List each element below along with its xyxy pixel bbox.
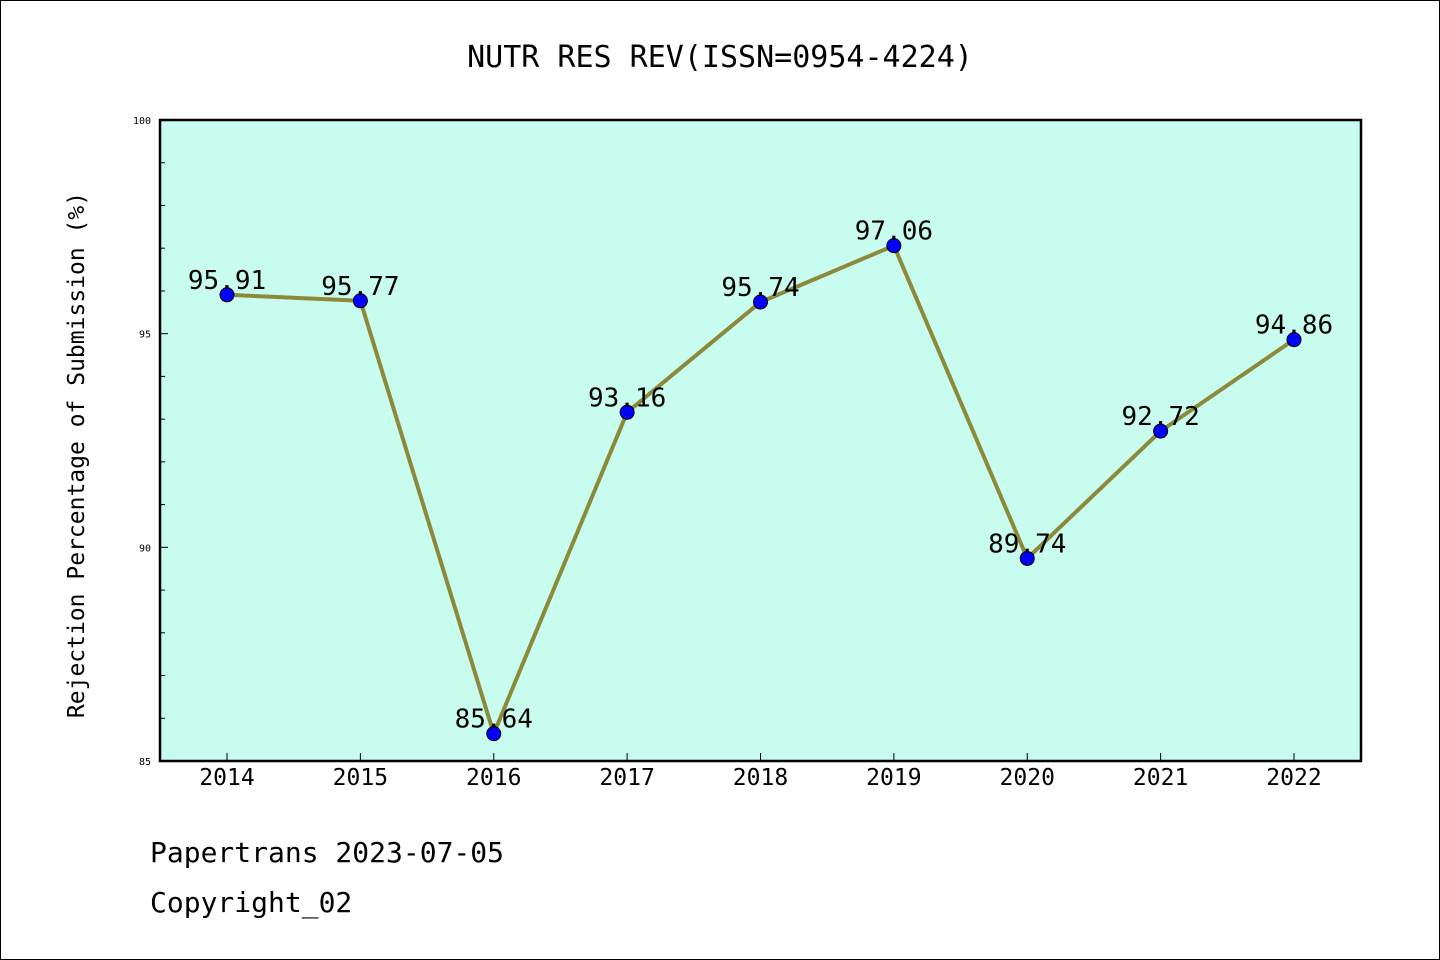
- data-label: 94.86: [1255, 311, 1333, 341]
- x-tick-label: 2022: [1266, 765, 1321, 791]
- footer-copyright: Copyright_02: [150, 886, 353, 919]
- chart-title: NUTR RES REV(ISSN=0954-4224): [467, 40, 973, 75]
- data-point: [619, 404, 635, 420]
- data-point: [753, 294, 768, 310]
- data-point: [486, 726, 502, 742]
- data-point: [1153, 423, 1169, 439]
- plot-border: [158, 118, 1363, 763]
- footer-source: Papertrans 2023-07-05: [150, 836, 505, 869]
- data-label: 93.16: [588, 383, 666, 413]
- x-tick-label: 2017: [599, 765, 654, 791]
- data-label: 95.77: [321, 272, 399, 302]
- data-label: 95.91: [188, 266, 266, 296]
- y-tick-label: 90: [139, 543, 151, 554]
- data-point: [1019, 550, 1035, 566]
- data-point: [219, 287, 235, 303]
- data-point: [886, 238, 902, 254]
- data-point: [352, 293, 368, 309]
- data-point: [1286, 332, 1302, 348]
- plot-area: 85 90 95 100 2014 2015 2016 2017 2018 2019 2020 202…: [133, 116, 1363, 791]
- data-label: 89.74: [988, 529, 1066, 559]
- y-tick-label: 100: [133, 116, 151, 127]
- data-label: 95.74: [721, 273, 799, 303]
- y-axis-label: Rejection Percentage of Submission (%): [64, 192, 90, 718]
- x-tick-label: 2014: [199, 765, 254, 791]
- x-tick-label: 2015: [333, 765, 388, 791]
- y-tick-label: 95: [139, 330, 151, 341]
- x-tick-label: 2020: [1000, 765, 1055, 791]
- x-tick-label: 2018: [733, 765, 788, 791]
- plot-background: [160, 120, 1361, 761]
- data-label: 97.06: [855, 217, 933, 247]
- x-tick-label: 2016: [466, 765, 521, 791]
- x-tick-label: 2019: [866, 765, 921, 791]
- x-tick-label: 2021: [1133, 765, 1188, 791]
- data-label: 85.64: [455, 705, 533, 735]
- data-label: 92.72: [1121, 402, 1199, 432]
- y-tick-label: 85: [139, 757, 151, 768]
